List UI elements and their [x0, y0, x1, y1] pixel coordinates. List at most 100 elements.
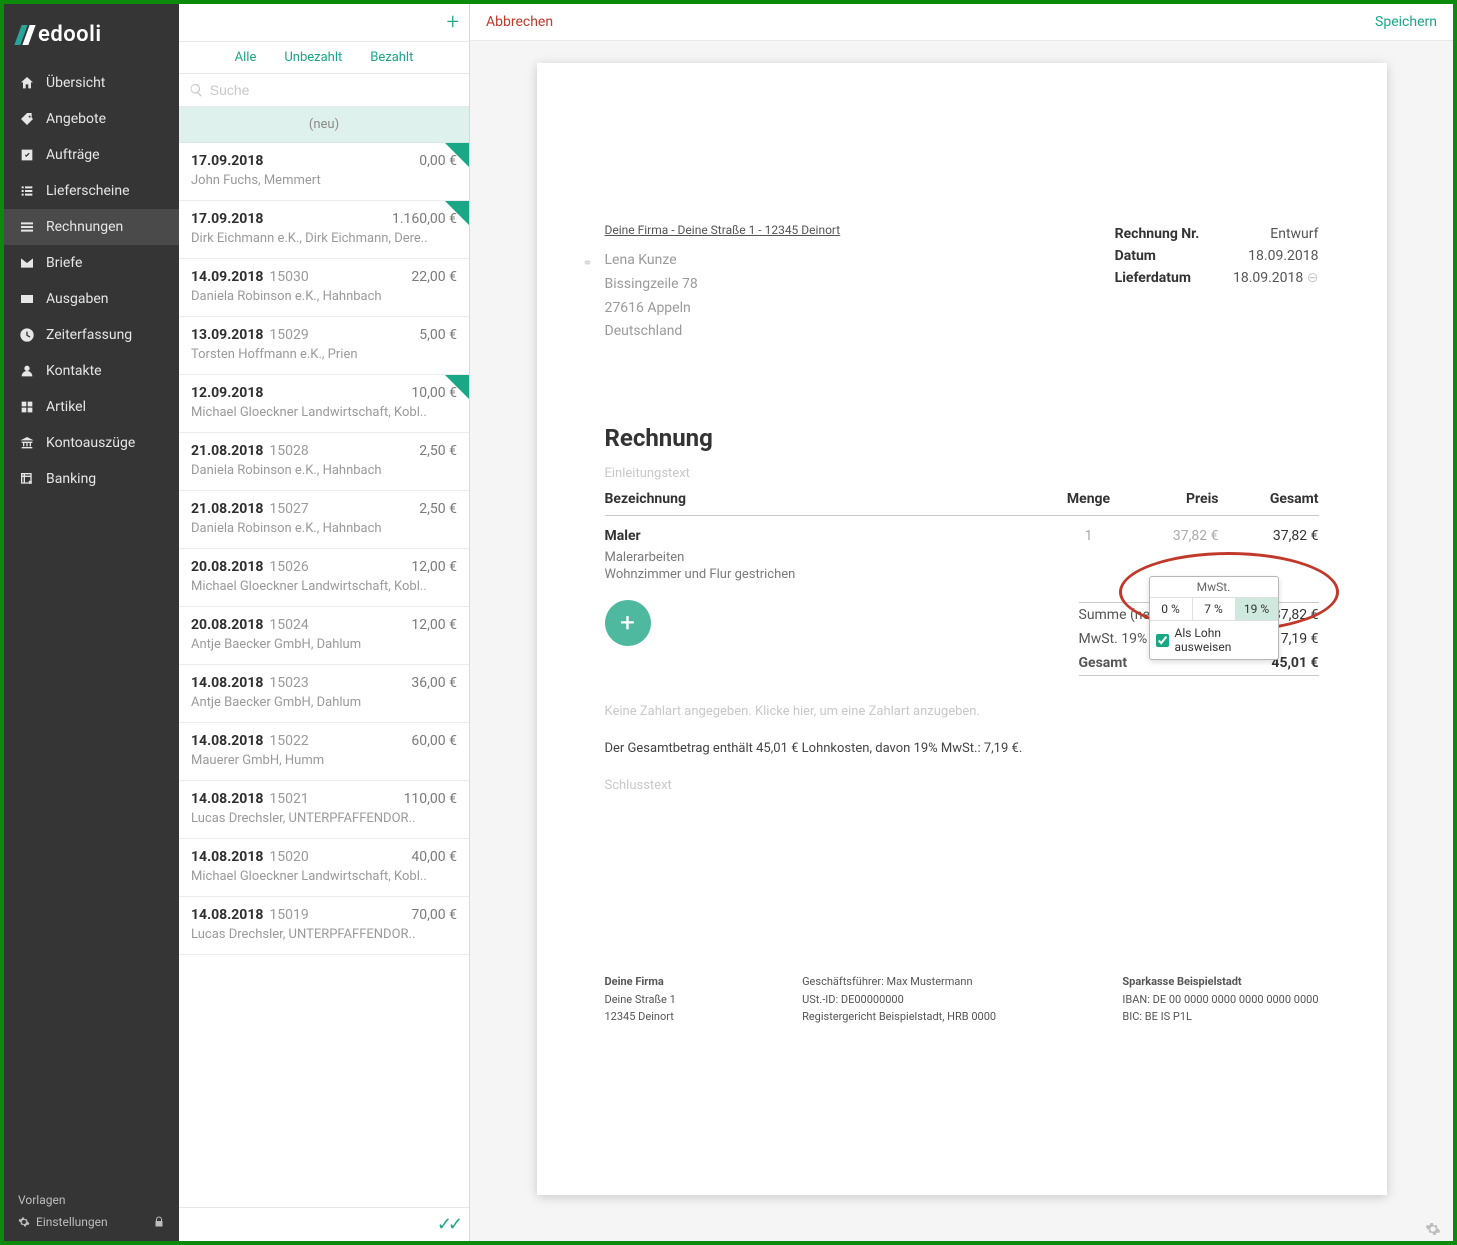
invoice-meta: Rechnung Nr.Entwurf Datum18.09.2018 Lief… [1115, 223, 1319, 344]
list-item[interactable]: 21.08.2018150272,50 €Daniela Robinson e.… [179, 491, 469, 549]
clock-icon [18, 326, 36, 344]
meta-date-value[interactable]: 18.09.2018 [1248, 248, 1318, 264]
line-name[interactable]: Maler [605, 528, 1059, 544]
list-item[interactable]: 20.08.20181502612,00 €Michael Gloeckner … [179, 549, 469, 607]
sidebar-item-kontoauszüge[interactable]: Kontoauszüge [4, 425, 179, 461]
item-date: 14.08.2018 [191, 675, 263, 691]
cancel-button[interactable]: Abbrechen [486, 14, 553, 30]
payment-hint[interactable]: Keine Zahlart angegeben. Klicke hier, um… [605, 704, 1319, 719]
card-icon [18, 290, 36, 308]
search-input[interactable] [210, 82, 459, 98]
item-number: 15019 [269, 907, 308, 923]
draft-flag-icon [445, 201, 469, 225]
meta-delivery-value[interactable]: 18.09.2018 ⊖ [1233, 270, 1319, 286]
item-date: 13.09.2018 [191, 327, 263, 343]
logo: edooli [4, 4, 179, 65]
sidebar-item-lieferscheine[interactable]: Lieferscheine [4, 173, 179, 209]
col-total: Gesamt [1219, 491, 1319, 507]
item-number: 15020 [269, 849, 308, 865]
list-item[interactable]: 14.08.20181502260,00 €Mauerer GmbH, Humm [179, 723, 469, 781]
settings-link[interactable]: Einstellungen [18, 1211, 165, 1233]
col-name: Bezeichnung [605, 491, 1059, 507]
add-line-button[interactable]: + [605, 600, 651, 646]
tab-paid[interactable]: Bezahlt [370, 50, 413, 65]
line-price[interactable]: 37,82 € [1119, 528, 1219, 544]
list-item[interactable]: 13.09.2018150295,00 €Torsten Hoffmann e.… [179, 317, 469, 375]
vat-value: 7,19 € [1281, 631, 1319, 647]
list-item[interactable]: 21.08.2018150282,50 €Daniela Robinson e.… [179, 433, 469, 491]
list-item[interactable]: 14.09.20181503022,00 €Daniela Robinson e… [179, 259, 469, 317]
item-customer: Antje Baecker GmbH, Dahlum [191, 637, 457, 652]
sidebar-item-aufträge[interactable]: Aufträge [4, 137, 179, 173]
item-amount: 5,00 € [419, 327, 457, 343]
sidebar-item-übersicht[interactable]: Übersicht [4, 65, 179, 101]
logo-text: edooli [38, 22, 102, 47]
vat-option[interactable]: 7 % [1193, 598, 1236, 620]
sidebar-item-rechnungen[interactable]: Rechnungen [4, 209, 179, 245]
nav-label: Lieferscheine [46, 183, 130, 199]
tab-all[interactable]: Alle [235, 50, 257, 65]
item-date: 21.08.2018 [191, 443, 263, 459]
nav-label: Kontakte [46, 363, 102, 379]
list-item[interactable]: 14.08.201815021110,00 €Lucas Drechsler, … [179, 781, 469, 839]
item-customer: Michael Gloeckner Landwirtschaft, Kobl.. [191, 869, 457, 884]
item-amount: 40,00 € [411, 849, 457, 865]
sender-line[interactable]: Deine Firma - Deine Straße 1 - 12345 Dei… [605, 223, 1115, 237]
nav-label: Zeiterfassung [46, 327, 132, 343]
sidebar-item-artikel[interactable]: Artikel [4, 389, 179, 425]
tab-unpaid[interactable]: Unbezahlt [284, 50, 342, 65]
sidebar-item-briefe[interactable]: Briefe [4, 245, 179, 281]
new-item-row[interactable]: (neu) [179, 107, 469, 143]
add-button[interactable]: + [447, 10, 459, 35]
list-item[interactable]: 14.08.20181502040,00 €Michael Gloeckner … [179, 839, 469, 897]
sidebar-item-kontakte[interactable]: Kontakte [4, 353, 179, 389]
lohn-checkbox[interactable] [1156, 634, 1169, 647]
line-desc1[interactable]: Malerarbeiten [605, 550, 1319, 565]
footer-ceo: Geschäftsführer: Max Mustermann [802, 973, 996, 991]
item-date: 12.09.2018 [191, 385, 263, 401]
vat-option[interactable]: 19 % [1236, 598, 1278, 620]
sidebar-item-ausgaben[interactable]: Ausgaben [4, 281, 179, 317]
item-date: 21.08.2018 [191, 501, 263, 517]
item-amount: 60,00 € [411, 733, 457, 749]
detail-toolbar: Abbrechen Speichern [470, 4, 1453, 41]
meta-invoice-no-value[interactable]: Entwurf [1270, 226, 1318, 242]
list-item[interactable]: 12.09.201810,00 €Michael Gloeckner Landw… [179, 375, 469, 433]
list-item[interactable]: 17.09.20181.160,00 €Dirk Eichmann e.K., … [179, 201, 469, 259]
sidebar-item-zeiterfassung[interactable]: Zeiterfassung [4, 317, 179, 353]
list-item[interactable]: 14.08.20181501970,00 €Lucas Drechsler, U… [179, 897, 469, 955]
sidebar-item-banking[interactable]: Banking [4, 461, 179, 497]
lock-icon [153, 1216, 165, 1228]
sidebar-item-angebote[interactable]: Angebote [4, 101, 179, 137]
vat-title: MwSt. [1150, 577, 1278, 598]
save-button[interactable]: Speichern [1375, 14, 1437, 30]
vat-option[interactable]: 0 % [1150, 598, 1193, 620]
item-customer: Mauerer GmbH, Humm [191, 753, 457, 768]
item-customer: Lucas Drechsler, UNTERPFAFFENDOR.. [191, 927, 457, 942]
line-item[interactable]: Maler 1 37,82 € 37,82 € Malerarbeiten Wo… [605, 516, 1319, 582]
lohn-row[interactable]: Als Lohn ausweisen [1150, 620, 1278, 659]
closing-placeholder[interactable]: Schlusstext [605, 778, 1319, 793]
settings-gear-icon[interactable] [1425, 1221, 1441, 1237]
mark-all-icon[interactable]: ✓✓ [437, 1214, 459, 1235]
document-title[interactable]: Rechnung [605, 424, 1319, 452]
footer-bank: Sparkasse Beispielstadt [1122, 973, 1318, 991]
recipient-block[interactable]: ⚭ Lena Kunze Bissingzeile 78 27616 Appel… [605, 249, 1115, 344]
lohn-label: Als Lohn ausweisen [1175, 626, 1272, 654]
list-item[interactable]: 14.08.20181502336,00 €Antje Baecker GmbH… [179, 665, 469, 723]
vat-label: MwSt. 19% [1079, 631, 1148, 647]
templates-link[interactable]: Vorlagen [18, 1189, 165, 1211]
detail-pane: Abbrechen Speichern Deine Firma - Deine … [470, 4, 1453, 1241]
tag-icon [18, 110, 36, 128]
footer-register: Registergericht Beispielstadt, HRB 0000 [802, 1008, 996, 1026]
list-item[interactable]: 20.08.20181502412,00 €Antje Baecker GmbH… [179, 607, 469, 665]
item-number: 15024 [269, 617, 308, 633]
document-scroll[interactable]: Deine Firma - Deine Straße 1 - 12345 Dei… [470, 41, 1453, 1217]
item-date: 20.08.2018 [191, 617, 263, 633]
intro-placeholder[interactable]: Einleitungstext [605, 466, 1319, 481]
link-handle-icon: ⚭ [583, 253, 593, 273]
document-footer: Deine Firma Deine Straße 1 12345 Deinort… [605, 973, 1319, 1026]
item-number: 15028 [269, 443, 308, 459]
line-qty[interactable]: 1 [1059, 528, 1119, 544]
list-item[interactable]: 17.09.20180,00 €John Fuchs, Memmert [179, 143, 469, 201]
